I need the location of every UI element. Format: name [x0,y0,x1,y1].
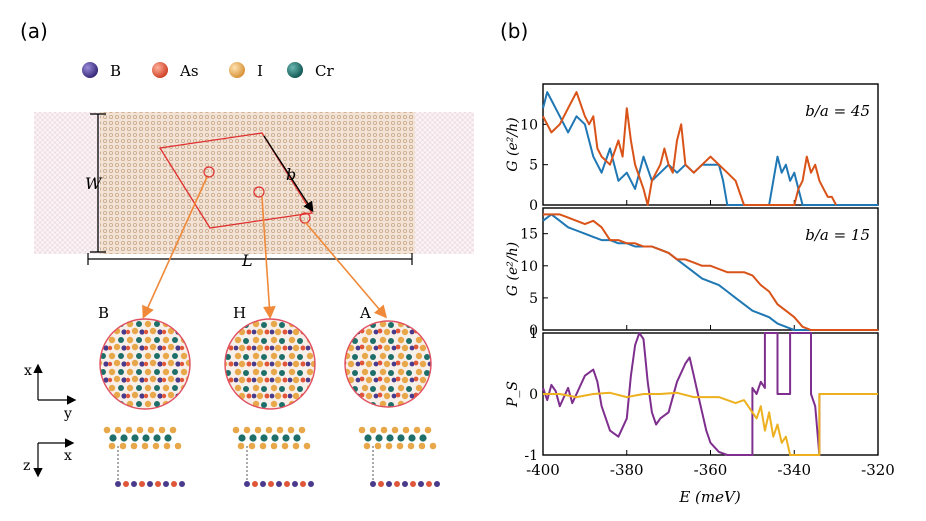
y-axis-title: G (e²/h) [505,242,521,296]
y-tick-label: 0 [529,323,538,339]
series-orange [543,213,878,331]
x-tick-label: -360 [694,461,728,479]
axes-zx-icon: z x [23,438,75,478]
plot-frame [542,207,879,331]
marker-b [203,166,215,178]
arrow-to-a [304,221,388,319]
stacking-b-label: B [98,304,109,322]
b-dimension-line [263,135,314,213]
y-tick-label: 5 [529,158,538,174]
legend-b-swatch [82,62,98,78]
y-axis-title: G (e²/h) [505,117,521,171]
zoom-h [224,318,316,410]
y-tick-label: 10 [520,117,538,133]
l-label: L [241,251,253,270]
panel-b-label: (b) [500,19,528,43]
plot-title: b/a = 45 [805,102,870,120]
side-views [103,426,440,487]
legend-as-swatch [152,62,168,78]
y-tick-label: -1 [524,448,538,464]
chart-panel-1: 0 5 10 b/a = 45 G (e²/h) [505,83,879,214]
axis-x-top: x [24,363,32,379]
axes-xy-icon: x y [24,363,77,422]
x-tick-label: -320 [861,461,895,479]
legend-i-label: I [257,62,263,80]
y-tick-label: 10 [520,259,538,275]
y-tick-label: 0 [529,198,538,214]
panel-a-label: (a) [20,19,48,43]
legend-b-label: B [110,62,121,80]
legend-i-swatch [229,62,245,78]
y-tick-label: 5 [529,291,538,307]
series-blue [542,213,878,331]
arrow-to-h [261,196,276,320]
series-blue [542,91,878,206]
side-view-s-h [232,426,314,487]
axis-z-bottom: z [23,458,30,474]
chart-panel-2: 0 5 10 15 b/a = 15 G (e²/h) [505,207,879,339]
marker-h [253,186,265,198]
zoom-a [344,320,432,408]
w-label: W [85,174,103,193]
side-view-s-b [103,426,185,487]
x-axis-title: E (meV) [678,488,741,506]
legend-as-label: As [179,62,199,80]
panel-a: (a) B As I Cr W [20,19,474,487]
x-tick-label: -400 [526,461,560,479]
side-view-s-a [358,426,440,487]
plot-title: b/a = 15 [805,226,870,244]
zoom-b [99,318,191,410]
moire-cell [158,132,314,229]
y-tick-label: 15 [520,227,538,243]
atom-legend: B As I Cr [82,62,334,80]
lattice-image: W b L [34,112,474,270]
b-label: b [286,165,296,184]
x-tick-label: -340 [777,461,811,479]
stacking-a-label: A [359,304,371,322]
series-yellow [543,391,878,456]
stacking-h-label: H [233,304,246,322]
arrow-to-b [142,176,208,319]
series-purple [542,332,878,456]
axis-x-bottom: x [64,448,72,464]
axis-y-top: y [63,406,72,422]
y-tick-label: 0 [529,387,538,403]
legend-cr-swatch [287,62,303,78]
legend-cr-label: Cr [315,62,334,80]
scattering-pattern [100,112,415,254]
y-axis-title: P_S [505,381,521,408]
y-tick-label: 1 [529,326,538,342]
series-orange [542,91,837,206]
x-tick-label: -380 [610,461,644,479]
